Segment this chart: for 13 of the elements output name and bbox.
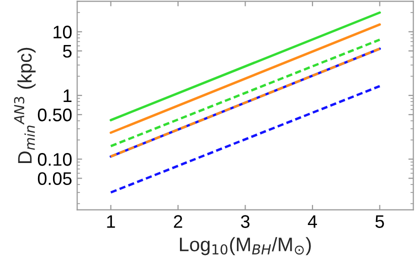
y-axis-title: D$_{min}$$^{AN3}$ (kpc) [14,48,36,163]
x-tick-label: 5 [375,215,384,228]
y-tick-label: 5 [63,45,72,58]
x-tick-label: 4 [308,215,317,228]
y-tick-label: 0.50 [38,108,72,122]
x-tick-label: 2 [174,215,182,228]
y-tick-label: 0.10 [38,153,72,166]
x-tick-label: 1 [107,215,115,228]
y-tick-label: 1 [64,90,72,102]
x-tick-label: 3 [240,215,250,228]
y-tick-label: 0.05 [38,172,72,186]
x-axis-title: Log$_{10}$(M$_{BH}$/M$_{⊙}$) [180,237,311,256]
y-tick-label: 10 [54,26,72,38]
